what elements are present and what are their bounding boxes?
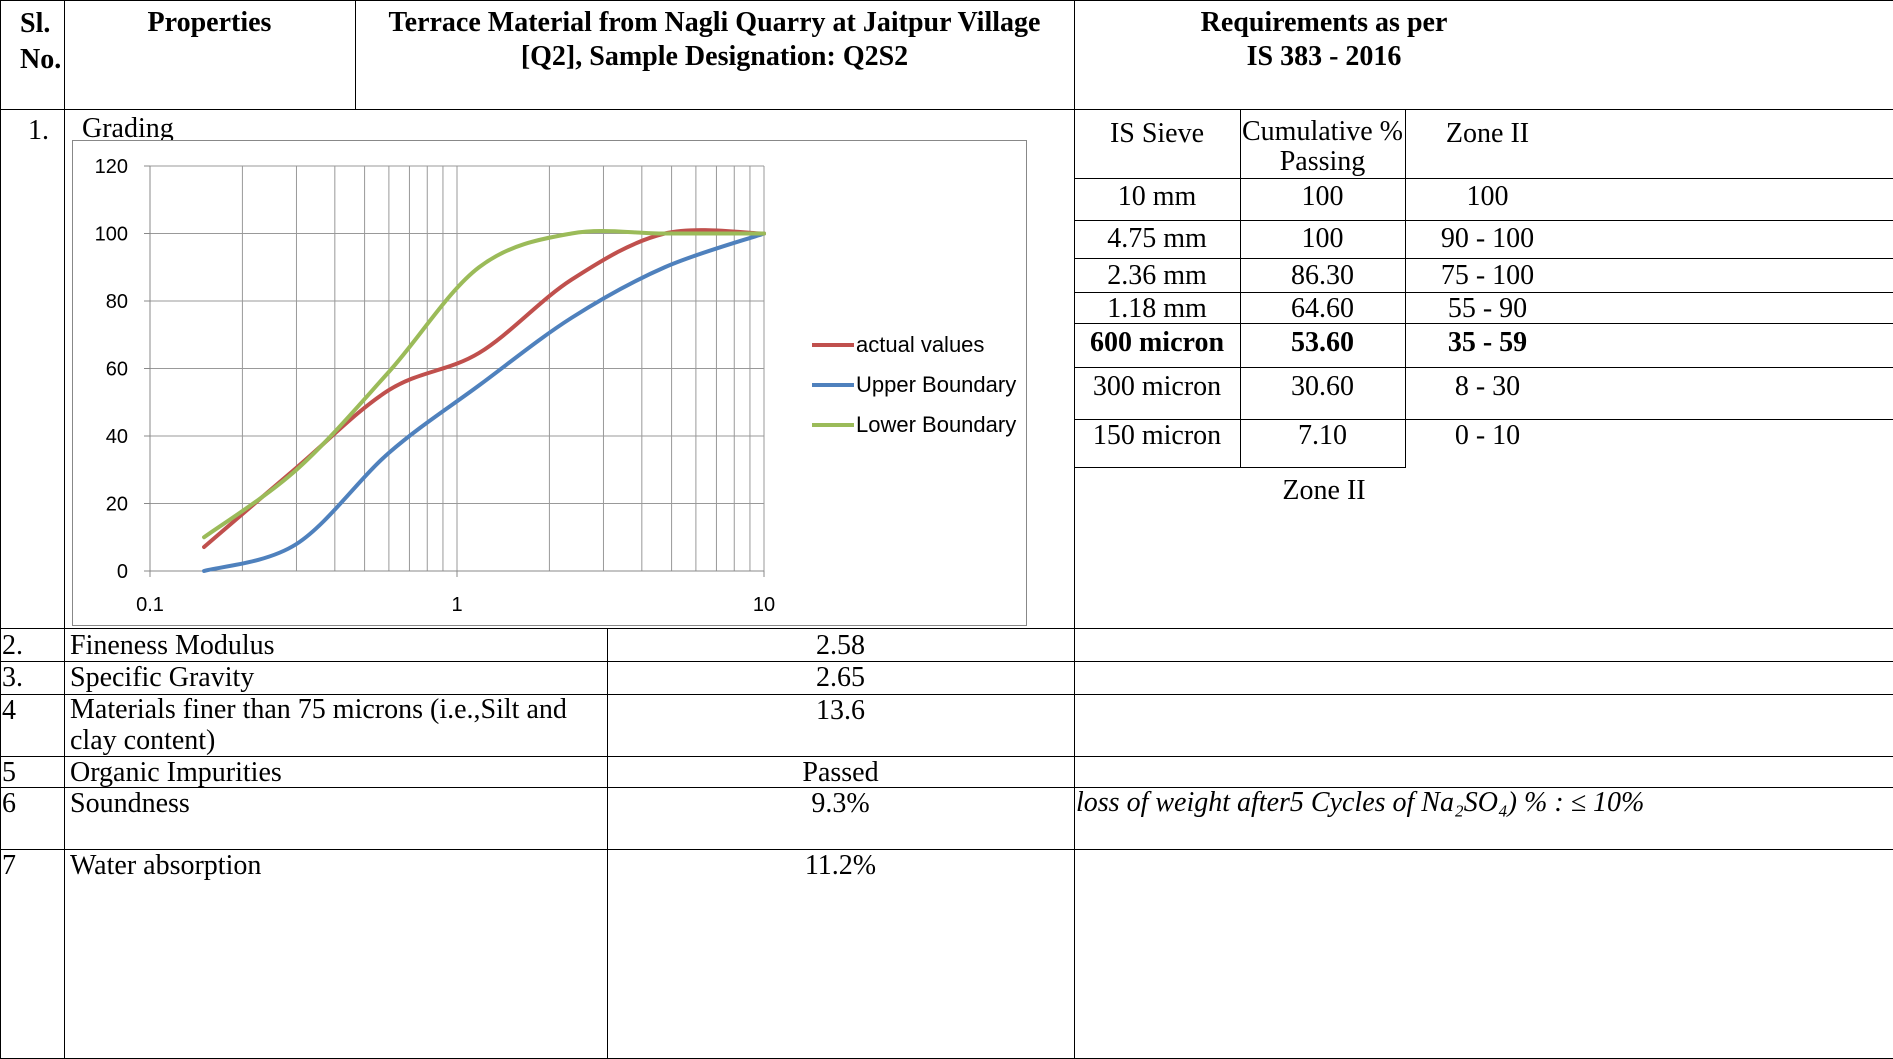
legend-label-upper-boundary: Upper Boundary (856, 372, 1016, 397)
sieve-row-10mm-sieve: 10 mm (1117, 181, 1197, 212)
row4-property: Materials finer than 75 microns (i.e.,Si… (70, 694, 567, 756)
row5-value: Passed (802, 757, 879, 788)
sieve-row-600-passing: 53.60 (1291, 327, 1354, 358)
sl-column-divider-bottom (64, 628, 65, 1059)
sieve-row-236-passing: 86.30 (1291, 260, 1354, 291)
row5-sl: 5 (2, 757, 16, 788)
row2-value: 2.58 (816, 630, 865, 661)
row5-divider (0, 787, 1893, 788)
series-line-upper-boundary (202, 231, 766, 573)
table-border-left (0, 0, 1, 1059)
sieve-row-475-sieve: 4.75 mm (1107, 223, 1207, 254)
sieve-header-passing: Cumulative % Passing (1242, 116, 1403, 177)
row1-sl: 1. (28, 115, 49, 146)
y-tick-label: 40 (106, 426, 128, 448)
sieve-row-475-zone: 90 - 100 (1440, 223, 1535, 254)
grading-chart: 0 20 40 60 80 100 120 0.1 1 10 actual values Upper … (72, 140, 1027, 626)
sieve-row-300-passing: 30.60 (1291, 371, 1354, 402)
y-tick-label: 120 (95, 156, 128, 178)
material-header-line1: Terrace Material from Nagli Quarry at Ja… (388, 7, 1041, 38)
sieve-row-divider (1074, 258, 1893, 259)
row1-divider (0, 628, 1893, 629)
value-column-divider (607, 628, 608, 1059)
x-tick-label: 10 (753, 594, 775, 616)
legend-label-actual-values: actual values (856, 332, 984, 357)
material-header-line2: [Q2], Sample Designation: Q2S2 (520, 41, 909, 72)
sl-no-header: Sl. No. (20, 8, 62, 75)
row6-divider (0, 849, 1893, 850)
row7-value: 11.2% (804, 850, 877, 881)
sieve-row-divider (1074, 292, 1893, 293)
sieve-row-divider (1074, 323, 1893, 324)
row7-property: Water absorption (70, 850, 262, 881)
row5-property: Organic Impurities (70, 757, 282, 788)
sieve-row-divider (1074, 367, 1893, 368)
sieve-row-118-passing: 64.60 (1291, 293, 1354, 324)
y-tick-label: 100 (95, 224, 128, 246)
row2-divider (0, 661, 1893, 662)
row6-sl: 6 (2, 788, 16, 819)
sieve-header-is-sieve: IS Sieve (1109, 118, 1205, 149)
row4-value: 13.6 (816, 695, 865, 726)
sieve-row-300-sieve: 300 micron (1092, 371, 1222, 402)
sieve-row-divider (1074, 220, 1893, 221)
y-tick-label: 80 (106, 291, 128, 313)
properties-column-divider (355, 0, 356, 109)
requirements-header-line1: Requirements as per (1200, 7, 1448, 38)
row7-sl: 7 (2, 850, 16, 881)
x-tick-label: 1 (451, 594, 462, 616)
sieve-row-118-sieve: 1.18 mm (1107, 293, 1207, 324)
sieve-row-118-zone: 55 - 90 (1447, 293, 1528, 324)
series-line-lower-boundary (202, 229, 766, 540)
row3-sl: 3. (2, 662, 23, 693)
sieve-row-300-zone: 8 - 30 (1454, 371, 1521, 402)
sieve-header-zone: Zone II (1445, 118, 1530, 149)
sieve-row-600-sieve: 600 micron (1089, 327, 1225, 358)
y-tick-label: 0 (117, 561, 128, 583)
row2-property: Fineness Modulus (70, 630, 275, 661)
sieve-row-475-passing: 100 (1301, 223, 1344, 254)
sieve-row-150-passing: 7.10 (1298, 420, 1347, 451)
requirements-header-line2: IS 383 - 2016 (1246, 41, 1402, 72)
requirements-column-divider (1074, 0, 1075, 1059)
sieve-row-divider (1074, 419, 1893, 420)
sieve-header-divider (1074, 178, 1893, 179)
header-row-divider (0, 109, 1893, 110)
x-tick-label: 0.1 (136, 594, 164, 616)
row6-value: 9.3% (811, 788, 870, 819)
properties-header: Properties (147, 7, 272, 38)
sieve-row-236-zone: 75 - 100 (1440, 260, 1535, 291)
sl-column-divider-top (64, 0, 65, 628)
row3-value: 2.65 (816, 662, 865, 693)
row3-divider (0, 694, 1893, 695)
sieve-col-divider-2 (1405, 109, 1406, 467)
row6-property: Soundness (70, 788, 190, 819)
row4-divider (0, 756, 1893, 757)
sieve-row-600-zone: 35 - 59 (1447, 327, 1528, 358)
row6-requirement: loss of weight after5 Cycles of Na₂SO₄) … (1076, 787, 1645, 818)
row2-sl: 2. (2, 630, 23, 661)
sieve-table-footer: Zone II (1282, 475, 1366, 506)
sieve-row-150-zone: 0 - 10 (1454, 420, 1521, 451)
table-border-top (0, 0, 1893, 1)
y-tick-label: 20 (106, 494, 128, 516)
sieve-col-divider-1 (1240, 109, 1241, 467)
sieve-row-236-sieve: 2.36 mm (1107, 260, 1207, 291)
row1-property: Grading (82, 113, 174, 144)
legend-label-lower-boundary: Lower Boundary (856, 412, 1016, 437)
sieve-row-10mm-passing: 100 (1301, 181, 1344, 212)
sieve-table: IS Sieve Cumulative % Passing Zone II 10… (1074, 109, 1893, 628)
row4-sl: 4 (2, 695, 16, 726)
sieve-row-150-sieve: 150 micron (1092, 420, 1222, 451)
sieve-row-10mm-zone: 100 (1466, 181, 1509, 212)
sieve-table-bottom (1074, 467, 1406, 468)
y-tick-label: 60 (106, 359, 128, 381)
row3-property: Specific Gravity (70, 662, 255, 693)
